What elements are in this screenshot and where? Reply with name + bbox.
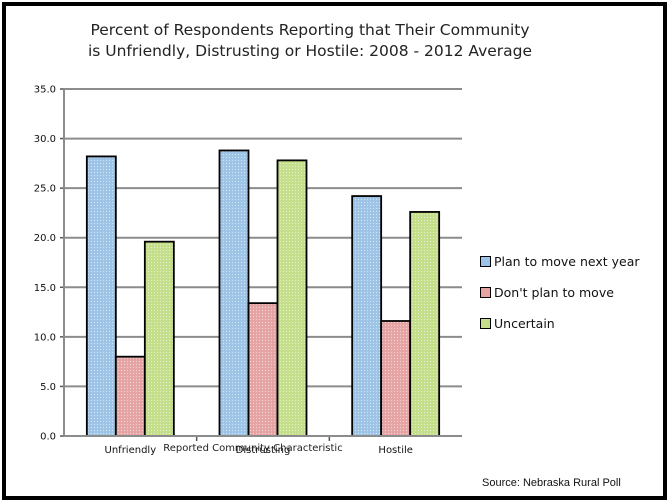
legend-item-uncertain: Uncertain — [480, 313, 640, 333]
legend-swatch-dont-plan-to-move — [480, 286, 491, 298]
x-axis-label: Reported Community Characteristic — [163, 443, 342, 454]
y-tick-label: 20.0 — [34, 233, 56, 244]
y-tick-label: 0.0 — [40, 432, 56, 443]
bar-dont-plan-to-move-hostile — [380, 320, 412, 437]
chart-title-line-1: Percent of Respondents Reporting that Th… — [90, 21, 530, 39]
chart-title-line-2: is Unfriendly, Distrusting or Hostile: 2… — [87, 42, 533, 60]
x-category-label: Hostile — [378, 445, 412, 456]
legend-item-dont-plan-to-move: Don't plan to move — [480, 282, 640, 302]
y-tick-label: 35.0 — [34, 85, 56, 96]
legend-label-uncertain: Uncertain — [494, 315, 555, 331]
legend-label-plan-to-move: Plan to move next year — [494, 253, 640, 269]
bar-dont-plan-to-move-unfriendly — [114, 355, 146, 437]
bar-plan-to-move-hostile — [351, 195, 383, 437]
bar-uncertain-distrusting — [276, 159, 308, 437]
y-tick-label: 25.0 — [34, 184, 56, 195]
y-tick-label: 10.0 — [34, 332, 56, 343]
chart-legend: Plan to move next year Don't plan to mov… — [480, 251, 640, 344]
bar-uncertain-unfriendly — [143, 240, 175, 437]
legend-swatch-plan-to-move — [480, 255, 491, 267]
bar-dont-plan-to-move-distrusting — [247, 302, 279, 437]
source-note: Source: Nebraska Rural Poll — [482, 477, 621, 489]
legend-swatch-uncertain — [480, 317, 491, 329]
legend-item-plan-to-move: Plan to move next year — [480, 251, 640, 271]
bar-plan-to-move-distrusting — [218, 149, 250, 437]
y-tick-label: 30.0 — [34, 134, 56, 145]
bar-plan-to-move-unfriendly — [85, 155, 117, 437]
bar-uncertain-hostile — [409, 211, 441, 437]
legend-label-dont-plan-to-move: Don't plan to move — [494, 284, 614, 300]
x-category-label: Unfriendly — [105, 445, 157, 456]
x-category-label: Distrusting — [236, 445, 291, 456]
y-tick-label: 15.0 — [34, 283, 56, 294]
y-tick-label: 5.0 — [40, 382, 56, 393]
chart-title: Percent of Respondents Reporting that Th… — [40, 20, 580, 62]
